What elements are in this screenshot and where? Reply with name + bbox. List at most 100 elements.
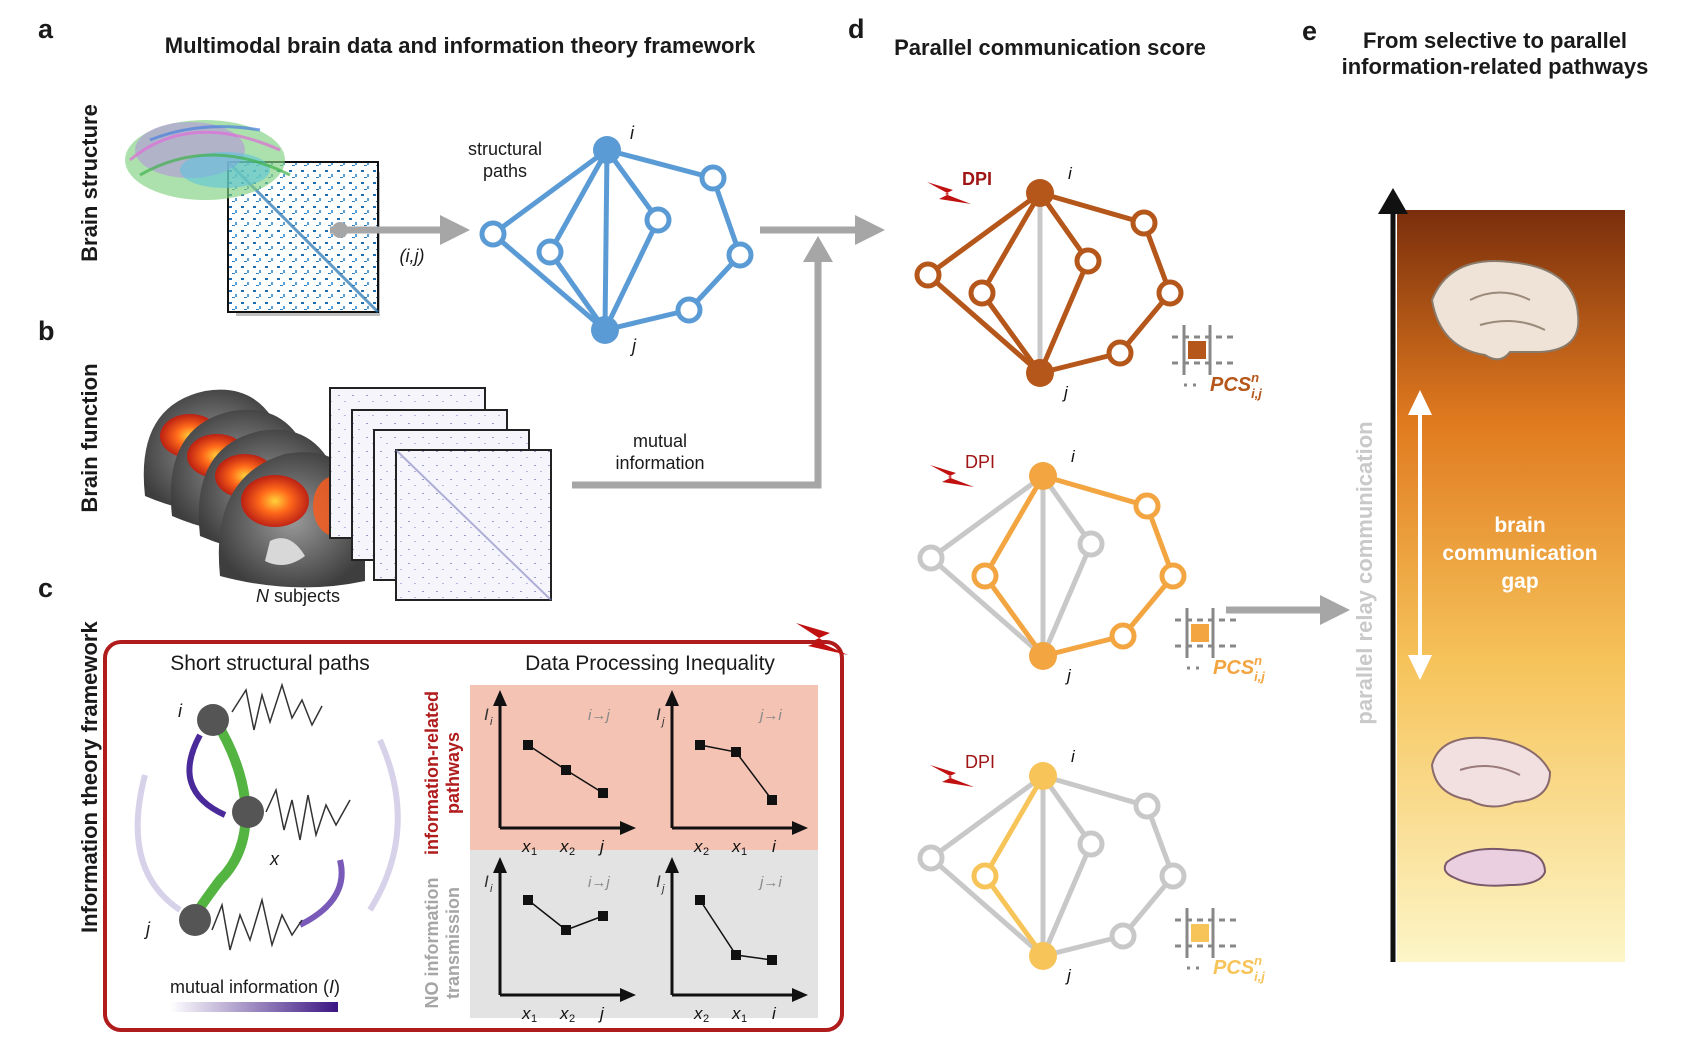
structural-paths-label-line2: paths — [482, 161, 528, 181]
pcs-edge — [1039, 190, 1145, 226]
dpi-plot-xlabel-1-sub: 1 — [531, 846, 537, 858]
subjects-word: subjects — [273, 586, 341, 606]
dpi-plot-xlabel-1-sub: 2 — [703, 1013, 709, 1025]
pcs-node-i-label: i — [1071, 447, 1076, 466]
dpi-plot-xlabel-1: x — [521, 837, 531, 856]
short-structural-path-illustration — [134, 682, 401, 951]
panel-e-title-line1: From selective to parallel — [1362, 28, 1628, 53]
arrow-mutual-info-to-pcs — [572, 236, 833, 489]
brain-gap-arrow — [1408, 390, 1432, 680]
dpi-plot-point-3 — [767, 955, 777, 965]
dpi-no-transmission-background — [470, 850, 818, 1018]
dpi-plot-point-3 — [598, 788, 608, 798]
pcs-edge — [982, 574, 1046, 658]
pcs-matrix-cell-icon — [1172, 325, 1236, 375]
row-label-no-transmission-line2: transmission — [443, 886, 463, 1000]
pcs-edge — [929, 556, 1045, 658]
ij-pair-label: (i,j) — [399, 246, 425, 266]
pcs-node — [1130, 209, 1158, 237]
dpi-plot-xlabel-end: j — [598, 1004, 605, 1023]
pcs-edge — [929, 856, 1045, 958]
structural-node-j — [591, 316, 619, 344]
pcs-label: PCSn i,j — [1213, 653, 1265, 684]
dpi-plot-y-arrow — [665, 690, 679, 706]
pcs-dpi-label: DPI — [962, 169, 992, 189]
dpi-lightning-icon — [927, 182, 971, 204]
pcs-edge — [1040, 543, 1094, 657]
dpi-plot-ylabel-sub: i — [490, 883, 493, 895]
arrow-matrix-to-graph — [330, 215, 470, 245]
dpi-plot-ylabel: I — [484, 872, 489, 891]
dpi-plot-xlabel-2-sub: 1 — [741, 846, 747, 858]
short-structural-paths-title: Short structural paths — [170, 652, 370, 675]
panel-d-letter: d — [848, 14, 865, 44]
dpi-plot-xlabel-1-sub: 2 — [703, 846, 709, 858]
pcs-label-sub: i,j — [1251, 386, 1262, 401]
dpi-plot-xlabel-1: x — [521, 1004, 531, 1023]
pcs-node-i — [1029, 462, 1057, 490]
pcs-node — [968, 279, 996, 307]
pcs-edge — [979, 291, 1043, 375]
structural-paths-label: structural paths — [455, 138, 555, 182]
mutual-information-line1: mutual — [632, 431, 688, 451]
dpi-plot-x-arrow — [620, 821, 636, 835]
pcs-graph-3: DPI i j PCSn i,j — [917, 747, 1265, 985]
pcs-label: PCSn i,j — [1213, 953, 1265, 984]
pcs-edge — [1042, 473, 1148, 509]
dpi-plot-xlabel-end: i — [772, 837, 777, 856]
pcs-node — [1074, 247, 1102, 275]
pcs-node-i-label: i — [1068, 164, 1073, 183]
pcs-edge — [1042, 773, 1148, 809]
pcs-graph-1: DPI i j PCSn i,j — [914, 164, 1262, 402]
pcs-label-main: PCS — [1213, 957, 1255, 979]
dpi-plot-point-1 — [695, 895, 705, 905]
colorbar-label-text: mutual information ( — [169, 977, 330, 997]
dpi-plot-point-1 — [523, 895, 533, 905]
pcs-label: PCSn i,j — [1210, 370, 1262, 401]
arrow-graph-to-pcs — [760, 215, 885, 245]
pcs-edge — [926, 190, 1042, 278]
pcs-node — [917, 844, 945, 872]
dpi-plot-xlabel-2-sub: 1 — [741, 1013, 747, 1025]
panel-c-letter: c — [38, 573, 54, 603]
dpi-lightning-icon — [930, 765, 974, 787]
pcs-node-j — [1029, 642, 1057, 670]
dpi-title: Data Processing Inequality — [525, 652, 775, 675]
gap-label-line1: brain — [1494, 514, 1546, 537]
dpi-plot-xlabel-end: i — [772, 1004, 777, 1023]
mutual-information-label: mutual information — [600, 430, 720, 474]
structural-graph-nodes — [479, 164, 754, 324]
pcs-matrix-cell-icon — [1175, 908, 1239, 958]
pcs-label-sub: i,j — [1254, 969, 1265, 984]
dpi-plot-point-1 — [695, 740, 705, 750]
pcs-label-sup: n — [1254, 953, 1262, 968]
panel-a-title: Multimodal brain data and information th… — [164, 33, 756, 58]
pcs-node — [1077, 530, 1105, 558]
colorbar-label: mutual information (I) — [150, 976, 360, 998]
tract-node-i-label: i — [178, 701, 182, 721]
n-subjects-label: N subjects — [238, 585, 358, 607]
colorbar-label-close: ) — [334, 977, 341, 997]
parallel-relay-axis-label: parallel relay communication — [1352, 421, 1377, 725]
dpi-plot-direction: i→j — [588, 707, 610, 724]
lightning-icon — [796, 623, 848, 655]
pcs-label-sup: n — [1251, 370, 1259, 385]
dpi-plot-y-arrow — [493, 857, 507, 873]
structural-node-i-label: i — [630, 123, 634, 143]
panel-e-title-line2: information-related pathways — [1341, 54, 1649, 79]
pcs-graph-2: DPI i j PCSn i,j — [917, 447, 1265, 685]
vertical-axis-arrow — [1378, 188, 1408, 214]
panel-c-frame — [103, 623, 848, 1032]
tract-node-j-label: j — [146, 919, 150, 939]
structural-connectivity-matrix — [226, 160, 380, 316]
pcs-edge — [982, 874, 1046, 958]
dpi-plot-direction: j→i — [758, 707, 782, 724]
pcs-dpi-label: DPI — [965, 752, 995, 772]
dpi-plot-y-arrow — [493, 690, 507, 706]
dpi-plot-x-arrow — [792, 821, 808, 835]
dpi-plot-xlabel-1: x — [693, 1004, 703, 1023]
dpi-plot-point-2 — [731, 950, 741, 960]
pcs-node — [1156, 279, 1184, 307]
